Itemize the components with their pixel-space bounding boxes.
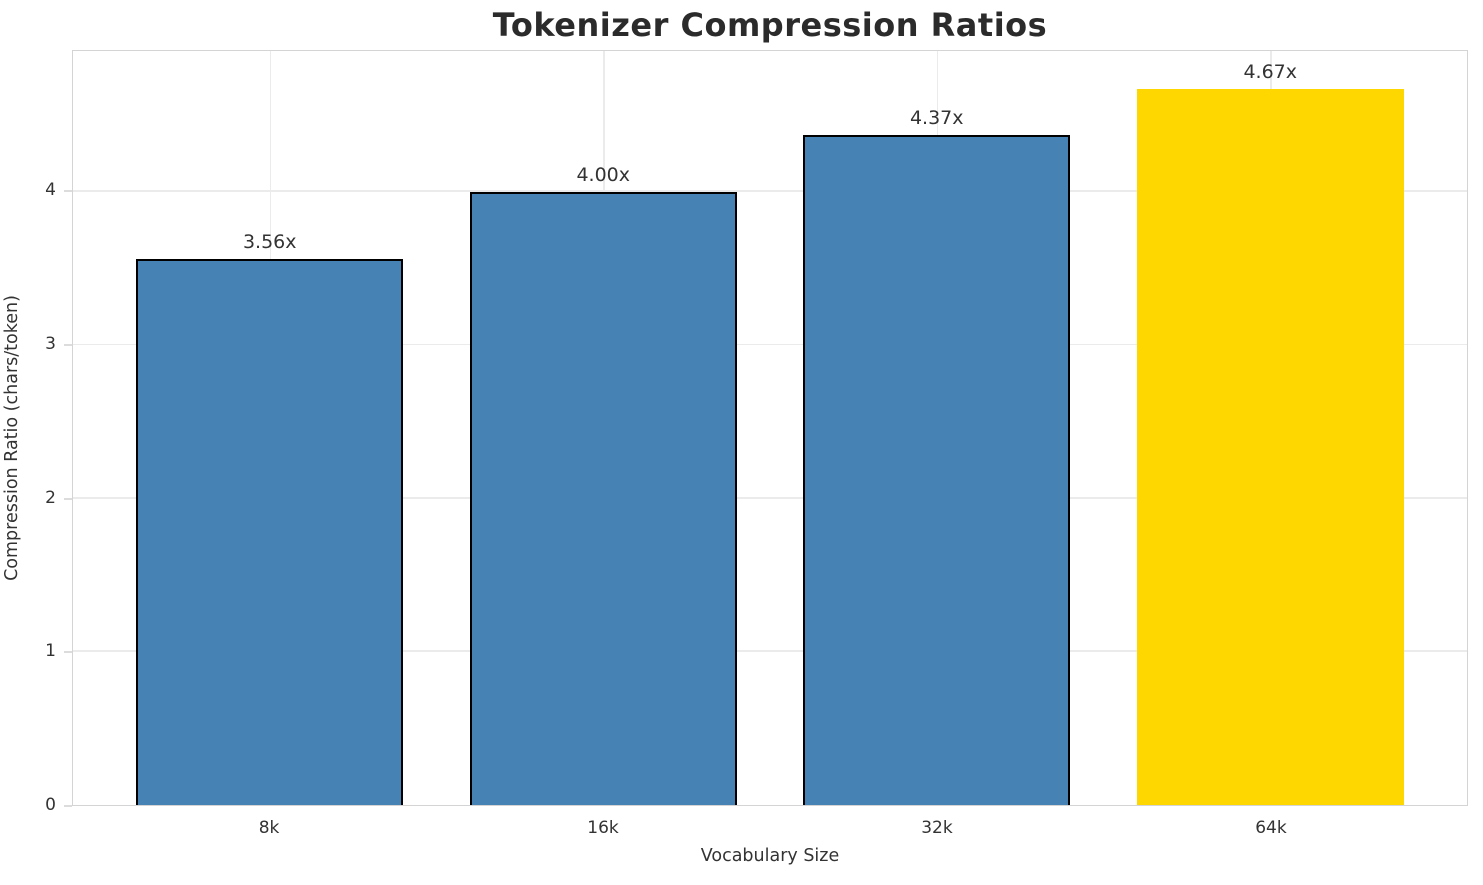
chart-title: Tokenizer Compression Ratios	[492, 6, 1048, 44]
plot-area: 3.56x 4.00x 4.37x 4.67x	[72, 50, 1468, 806]
bar-value-label: 4.00x	[576, 164, 631, 186]
x-tick-label-16k: 16k	[587, 818, 619, 838]
x-tick-label-8k: 8k	[258, 818, 280, 838]
y-tick-mark	[64, 651, 72, 654]
y-tick-mark	[64, 344, 72, 347]
gridline-horizontal	[73, 190, 1467, 192]
y-tick-label-1: 1	[45, 641, 56, 662]
x-tick-label-32k: 32k	[921, 818, 953, 838]
y-tick-label-3: 3	[45, 334, 56, 355]
gridline-horizontal	[73, 343, 1467, 346]
x-axis-label: Vocabulary Size	[700, 846, 840, 866]
gridline-horizontal	[73, 650, 1467, 652]
bar-64k	[1136, 89, 1404, 805]
bar-8k	[136, 259, 404, 805]
gridline-horizontal	[73, 496, 1467, 499]
y-tick-label-4: 4	[45, 180, 56, 201]
bar-32k	[803, 135, 1071, 805]
bar-16k	[469, 192, 737, 805]
y-tick-label-0: 0	[45, 795, 56, 815]
bar-value-label: 4.37x	[909, 107, 964, 130]
y-tick-label-2: 2	[45, 487, 56, 508]
x-tick-label-64k: 64k	[1255, 818, 1287, 838]
y-tick-mark	[64, 805, 72, 807]
y-tick-mark	[64, 497, 72, 500]
y-tick-mark	[64, 190, 72, 193]
bar-value-label: 3.56x	[242, 231, 297, 254]
bar-value-label: 4.67x	[1243, 61, 1298, 84]
